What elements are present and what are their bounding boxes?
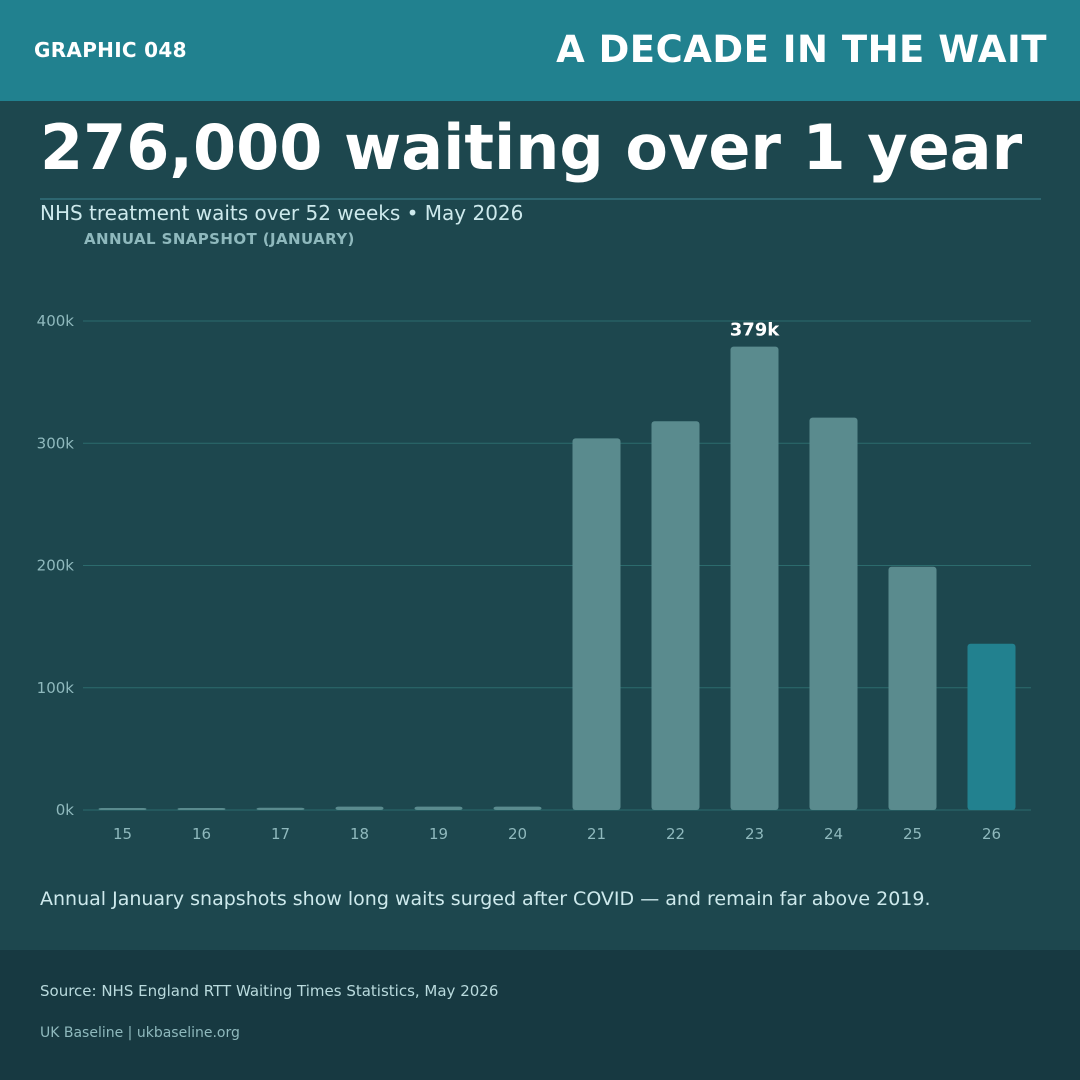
bar <box>967 643 1016 810</box>
x-tick-label: 21 <box>587 825 606 843</box>
bar <box>572 438 621 810</box>
bar <box>493 806 542 810</box>
x-tick-label: 18 <box>350 825 369 843</box>
x-tick-label: 26 <box>982 825 1001 843</box>
x-tick-label: 16 <box>192 825 211 843</box>
y-tick-label: 300k <box>37 434 75 452</box>
chart-label: ANNUAL SNAPSHOT (JANUARY) <box>84 230 355 248</box>
brand-footer: UK Baseline | ukbaseline.org <box>40 1025 240 1041</box>
graphic-id: GRAPHIC 048 <box>34 38 187 62</box>
bar <box>98 808 147 810</box>
x-tick-label: 25 <box>903 825 922 843</box>
x-tick-label: 23 <box>745 825 764 843</box>
divider <box>40 198 1041 200</box>
x-tick-label: 19 <box>429 825 448 843</box>
x-tick-label: 22 <box>666 825 685 843</box>
x-tick-label: 15 <box>113 825 132 843</box>
x-tick-label: 20 <box>508 825 527 843</box>
x-tick-label: 24 <box>824 825 843 843</box>
series-title: A DECADE IN THE WAIT <box>556 28 1047 71</box>
header-bar: GRAPHIC 048 A DECADE IN THE WAIT <box>0 0 1080 101</box>
bar-chart: 0k 100k 200k 300k 400k 15 16 17 18 19 20 21 22 23 24 25… <box>37 312 1031 843</box>
subtitle: NHS treatment waits over 52 weeks • May … <box>40 201 524 225</box>
bar <box>414 806 463 810</box>
bar <box>651 421 700 810</box>
data-label: 379k <box>730 320 781 341</box>
y-tick-label: 100k <box>37 679 75 697</box>
source-note: Source: NHS England RTT Waiting Times St… <box>40 982 499 1000</box>
x-tick-label: 17 <box>271 825 290 843</box>
headline: 276,000 waiting over 1 year <box>40 111 1023 184</box>
bar <box>256 807 305 810</box>
y-tick-label: 200k <box>37 557 75 575</box>
bar <box>177 808 226 810</box>
bar <box>809 417 858 810</box>
bar <box>335 806 384 810</box>
bar <box>888 566 937 810</box>
footer <box>0 950 1080 1080</box>
y-tick-label: 400k <box>37 312 75 330</box>
caption: Annual January snapshots show long waits… <box>40 888 931 910</box>
bar <box>730 346 779 810</box>
y-tick-label: 0k <box>56 801 75 819</box>
